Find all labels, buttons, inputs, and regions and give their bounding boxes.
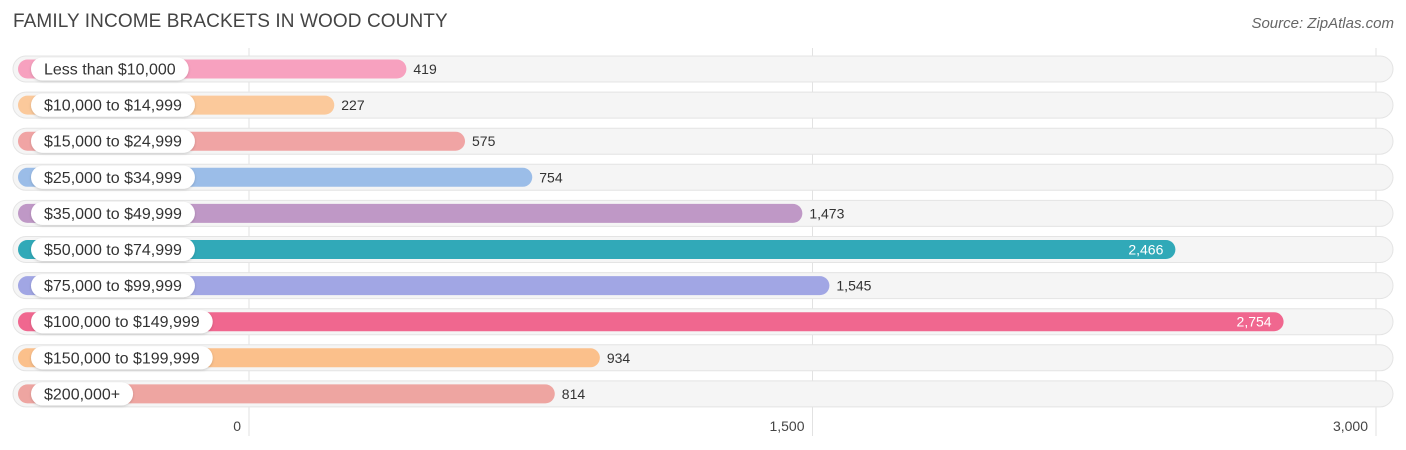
- category-label-pill: [31, 346, 213, 370]
- category-label: $10,000 to $14,999: [44, 98, 182, 115]
- bar-row: $150,000 to $199,999 934: [12, 344, 1394, 372]
- category-label-pill: [31, 165, 195, 189]
- category-label-pill: [31, 382, 134, 406]
- bar-row: $10,000 to $14,999 227: [12, 91, 1394, 119]
- category-label: $35,000 to $49,999: [44, 206, 182, 223]
- value-label: 814: [562, 386, 586, 402]
- chart-title: FAMILY INCOME BRACKETS IN WOOD COUNTY: [13, 11, 448, 32]
- category-label-pill: [31, 93, 195, 117]
- bar-row: $100,000 to $149,999 2,754: [12, 308, 1394, 336]
- value-label: 419: [413, 61, 437, 77]
- bar-row: $75,000 to $99,999 1,545: [12, 272, 1394, 300]
- value-label: 1,473: [809, 205, 844, 221]
- source-credit: Source: ZipAtlas.com: [1251, 15, 1394, 32]
- category-label: $100,000 to $149,999: [44, 314, 200, 331]
- x-axis-ticks: 0 1,500 3,000: [233, 418, 1368, 434]
- value-label: 2,466: [1128, 242, 1163, 258]
- value-label: 2,754: [1237, 314, 1272, 330]
- bar-row: $50,000 to $74,999 2,466: [12, 236, 1394, 263]
- category-label: $25,000 to $34,999: [44, 170, 182, 187]
- category-label-pill: [31, 57, 189, 81]
- tick-label: 0: [233, 418, 241, 434]
- category-label-pill: [31, 274, 195, 298]
- bar: [18, 276, 830, 296]
- value-label: 754: [539, 169, 563, 185]
- bar-track: [12, 91, 1394, 119]
- bar-row: $25,000 to $34,999 754: [12, 163, 1394, 191]
- bar-row: $15,000 to $24,999 575: [12, 127, 1394, 155]
- value-label: 575: [472, 133, 496, 149]
- category-label: $200,000+: [44, 386, 120, 403]
- category-label: $15,000 to $24,999: [44, 134, 182, 151]
- category-label: Less than $10,000: [44, 62, 176, 79]
- category-label-pill: [31, 238, 195, 261]
- bar-row: Less than $10,000 419: [12, 55, 1394, 83]
- category-label-pill: [31, 201, 195, 225]
- bar-row: $35,000 to $49,999 1,473: [12, 199, 1394, 227]
- value-label: 934: [607, 350, 631, 366]
- category-label: $75,000 to $99,999: [44, 278, 182, 295]
- value-label: 1,545: [836, 278, 871, 294]
- category-label: $50,000 to $74,999: [44, 242, 182, 259]
- category-label: $150,000 to $199,999: [44, 350, 200, 367]
- tick-label: 3,000: [1333, 418, 1368, 434]
- value-label: 227: [341, 97, 365, 113]
- bar: [18, 384, 555, 404]
- bar-row: $200,000+ 814: [12, 380, 1394, 408]
- category-label-pill: [31, 310, 213, 334]
- bar: [18, 203, 803, 223]
- bar: [18, 312, 1284, 332]
- category-label-pill: [31, 129, 195, 153]
- tick-label: 1,500: [769, 418, 804, 434]
- bar: [18, 240, 1176, 259]
- bar-rows: Less than $10,000 419 $10,000 to $14,999 22…: [12, 55, 1394, 408]
